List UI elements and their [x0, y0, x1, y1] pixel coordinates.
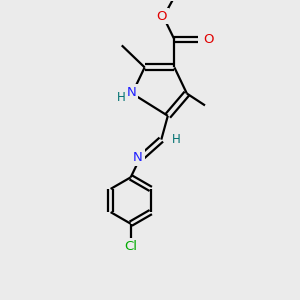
Text: O: O	[203, 33, 213, 46]
Text: Cl: Cl	[124, 239, 137, 253]
Text: O: O	[157, 10, 167, 23]
Text: H: H	[116, 91, 125, 103]
Text: N: N	[127, 86, 136, 99]
Text: H: H	[172, 133, 180, 146]
Text: N: N	[133, 151, 143, 164]
